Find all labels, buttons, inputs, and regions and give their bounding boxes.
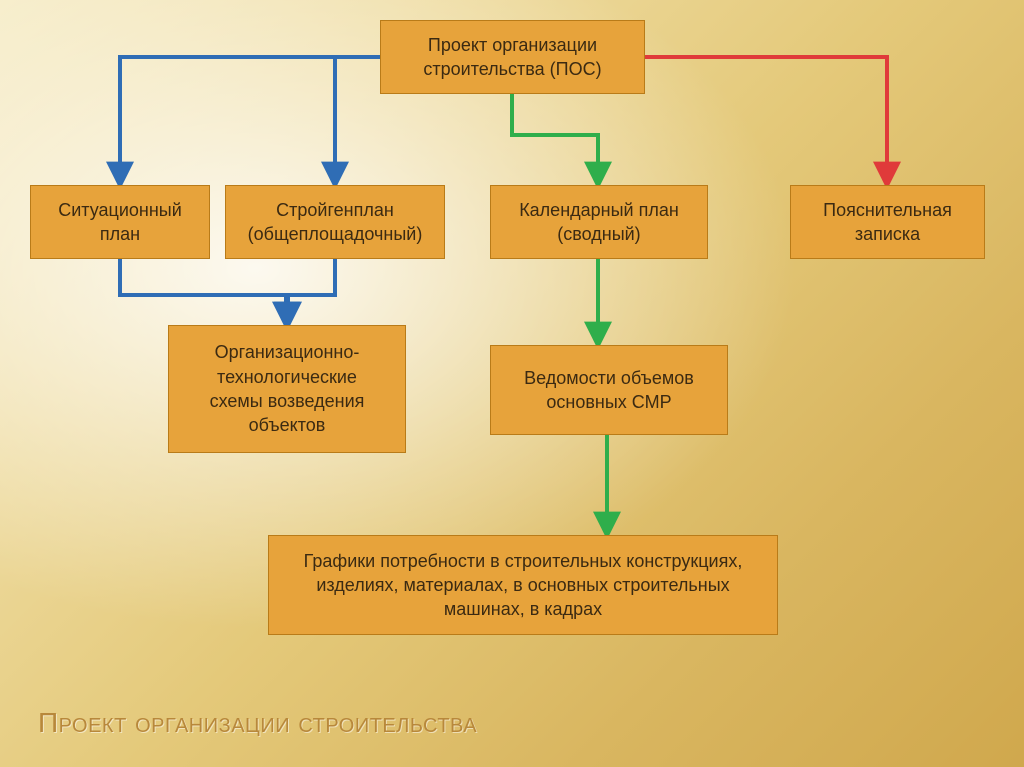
node-stroygenplan: Стройгенплан (общеплощадочный) — [225, 185, 445, 259]
node-text-line: Стройгенплан — [276, 200, 394, 220]
node-calendar-plan: Календарный план (сводный) — [490, 185, 708, 259]
node-resource-charts: Графики потребности в строительных конст… — [268, 535, 778, 635]
node-text-line: Ведомости объемов — [524, 368, 694, 388]
node-volume-statements: Ведомости объемов основных СМР — [490, 345, 728, 435]
slide-title: Проект организации строительства — [38, 707, 477, 739]
node-text-line: технологические — [217, 367, 357, 387]
node-explanatory-note: Пояснительная записка — [790, 185, 985, 259]
node-org-tech-schemes: Организационно-технологические схемы возв… — [168, 325, 406, 453]
node-text-line: строительства (ПОС) — [423, 59, 601, 79]
node-text-line: Календарный план — [519, 200, 679, 220]
node-text-line: объектов — [249, 415, 326, 435]
node-text-line: изделиях, материалах, в основных строите… — [316, 575, 729, 595]
node-text-line: (общеплощадочный) — [248, 224, 423, 244]
node-text-line: Ситуационный — [58, 200, 182, 220]
node-text-line: Пояснительная — [823, 200, 952, 220]
node-situational-plan: Ситуационный план — [30, 185, 210, 259]
node-text-line: план — [100, 224, 140, 244]
node-text-line: Графики потребности в строительных конст… — [304, 551, 743, 571]
node-text-line: (сводный) — [557, 224, 640, 244]
node-text-line: машинах, в кадрах — [444, 599, 602, 619]
node-root: Проект организации строительства (ПОС) — [380, 20, 645, 94]
node-text-line: основных СМР — [546, 392, 671, 412]
node-text-line: схемы возведения — [210, 391, 365, 411]
node-text-line: Проект организации — [428, 35, 597, 55]
node-text-line: Организационно- — [215, 342, 360, 362]
node-text-line: записка — [855, 224, 920, 244]
